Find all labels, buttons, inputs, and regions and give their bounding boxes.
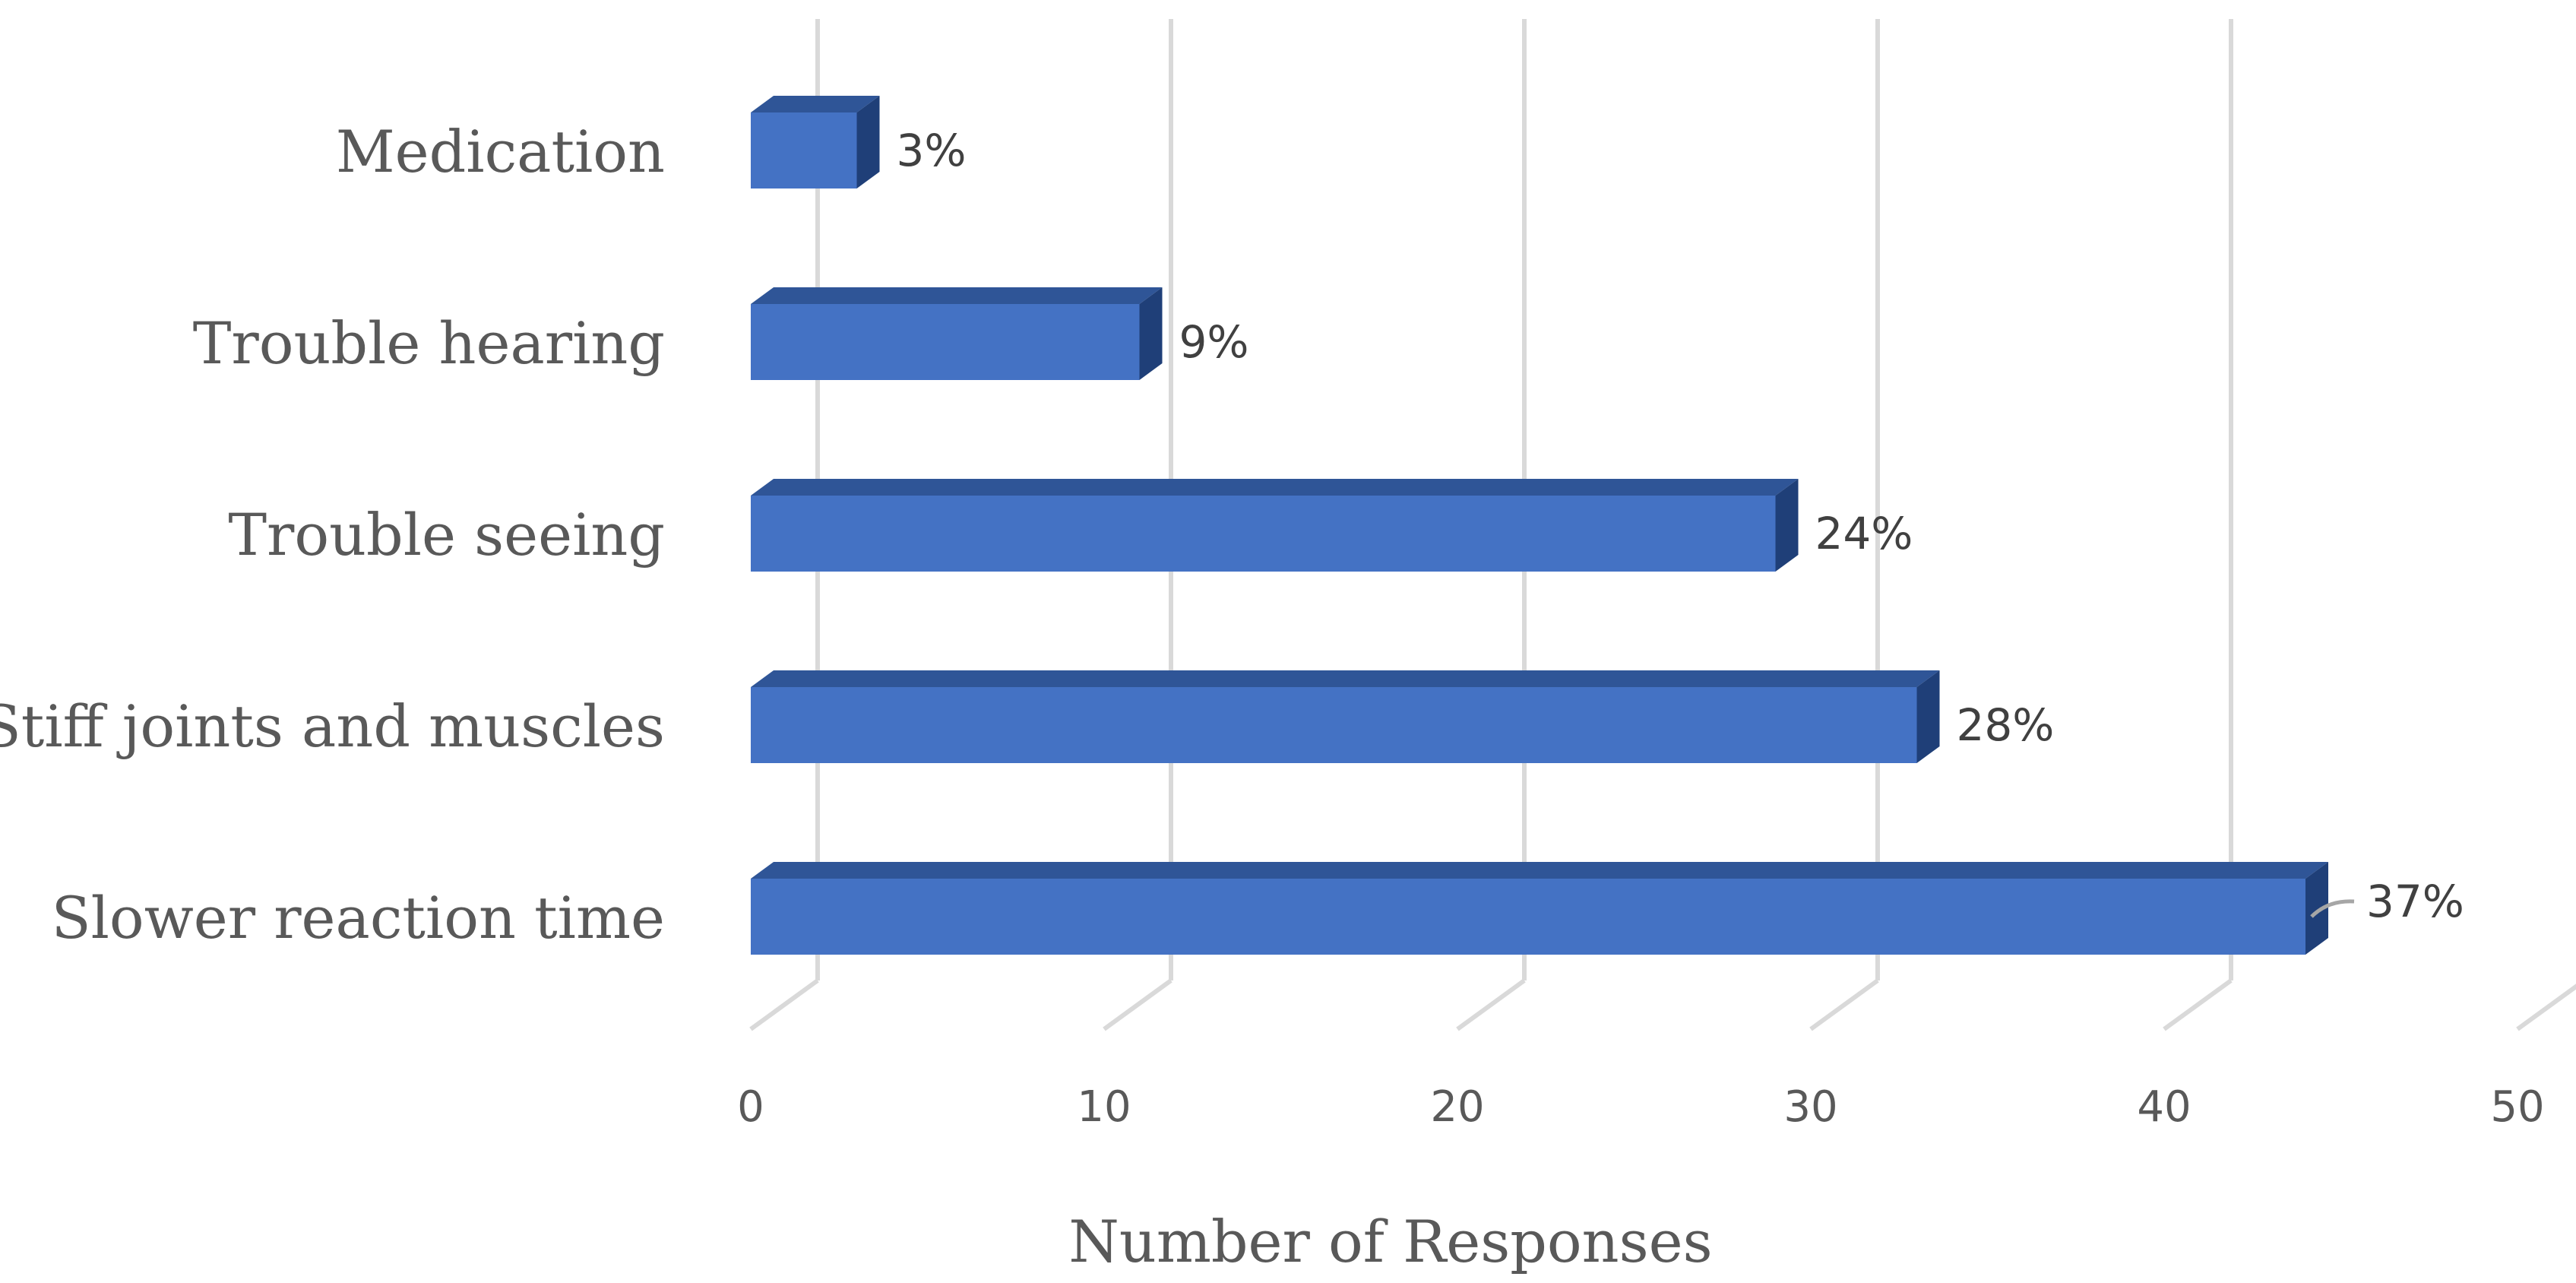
category-label: Stiff joints and muscles — [0, 692, 665, 760]
x-tick-label: 0 — [737, 1082, 764, 1132]
data-label: 3% — [897, 125, 967, 176]
gridline-floor — [2163, 978, 2233, 1031]
bar — [751, 287, 1163, 380]
bar-front-face — [751, 304, 1140, 380]
data-label: 28% — [1957, 699, 2055, 751]
bar-front-face — [751, 687, 1917, 763]
category-label: Slower reaction time — [52, 884, 665, 952]
bars — [751, 96, 2328, 955]
bar-top-face — [751, 479, 1799, 496]
bar-side-face — [856, 96, 880, 188]
bar-top-face — [751, 670, 1940, 687]
data-label-leader-line — [2310, 899, 2355, 918]
bar — [751, 96, 880, 188]
x-tick-label: 50 — [2490, 1082, 2544, 1132]
gridline-floor — [1103, 978, 1172, 1031]
bar — [751, 479, 1799, 572]
x-tick-label: 20 — [1430, 1082, 1484, 1132]
x-tick-label: 30 — [1783, 1082, 1837, 1132]
gridline-floor — [1809, 978, 1879, 1031]
data-label: 9% — [1179, 316, 1249, 368]
x-tick-label: 40 — [2137, 1082, 2191, 1132]
bar-top-face — [751, 96, 880, 112]
category-label: Medication — [336, 118, 665, 185]
gridline-floor — [749, 978, 819, 1031]
bar-side-face — [1916, 670, 1940, 763]
bar-top-face — [751, 862, 2328, 879]
data-label: 24% — [1815, 508, 1913, 559]
bar-front-face — [751, 496, 1776, 572]
gridline-floor — [2516, 984, 2576, 1031]
bar — [751, 670, 1940, 763]
bar-top-face — [751, 287, 1163, 304]
x-tick-label: 10 — [1077, 1082, 1131, 1132]
bar-side-face — [2305, 862, 2328, 955]
bar-front-face — [751, 879, 2305, 955]
category-label: Trouble hearing — [193, 309, 665, 377]
x-axis-title: Number of Responses — [1068, 1208, 1712, 1275]
bar — [751, 862, 2328, 955]
data-label: 37% — [2366, 876, 2464, 927]
category-label: Trouble seeing — [228, 501, 665, 569]
labels: 0 10 20 30 40 50 Medication 3% Trouble hearing 9%… — [0, 118, 2545, 1132]
gridline-floor — [1456, 978, 1526, 1031]
bar-side-face — [1139, 287, 1163, 380]
bar-side-face — [1775, 479, 1799, 572]
bar-front-face — [751, 112, 857, 188]
